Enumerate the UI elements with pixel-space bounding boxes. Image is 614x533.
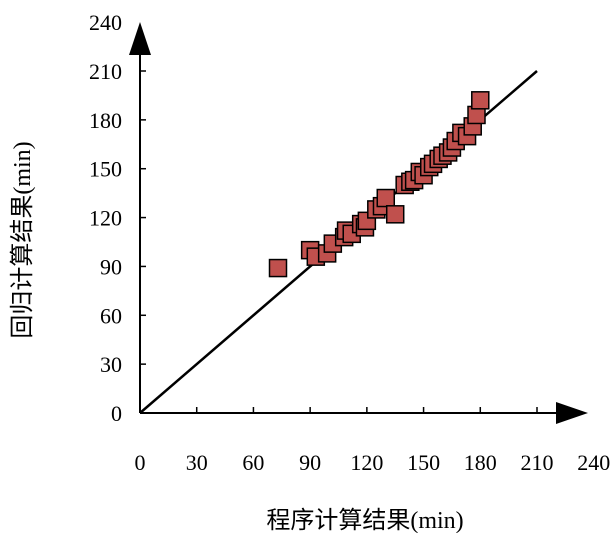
y-ticks <box>140 70 146 365</box>
data-point <box>471 91 490 110</box>
x-axis-arrow <box>556 402 588 424</box>
x-tick-label: 60 <box>242 450 264 475</box>
data-point <box>268 258 288 278</box>
data-point <box>376 188 396 208</box>
data-point <box>385 205 405 224</box>
x-tick-label: 0 <box>135 450 146 475</box>
y-tick-label: 240 <box>89 10 122 35</box>
x-ticks <box>195 407 538 413</box>
x-tick-label: 240 <box>577 450 610 475</box>
y-axis-title: 回归计算结果(min) <box>9 141 36 338</box>
y-axis-arrow <box>129 22 151 55</box>
x-tick-label: 180 <box>464 450 497 475</box>
y-tick-label: 60 <box>100 303 122 328</box>
data-points <box>268 91 490 278</box>
x-axis-title: 程序计算结果(min) <box>266 507 463 533</box>
y-tick-labels: 0 30 60 90 120 150 180 210 240 <box>89 10 122 426</box>
y-tick-label: 90 <box>100 254 122 279</box>
x-tick-label: 30 <box>186 450 208 475</box>
x-tick-label: 90 <box>299 450 321 475</box>
x-tick-label: 120 <box>350 450 383 475</box>
y-tick-label: 150 <box>89 157 122 182</box>
y-tick-label: 0 <box>111 401 122 426</box>
y-tick-label: 120 <box>89 206 122 231</box>
x-tick-label: 150 <box>407 450 440 475</box>
y-tick-label: 30 <box>100 352 122 377</box>
y-tick-label: 210 <box>89 59 122 84</box>
x-tick-labels: 0 30 60 90 120 150 180 210 240 <box>135 450 611 475</box>
y-tick-label: 180 <box>89 108 122 133</box>
x-tick-label: 210 <box>521 450 554 475</box>
